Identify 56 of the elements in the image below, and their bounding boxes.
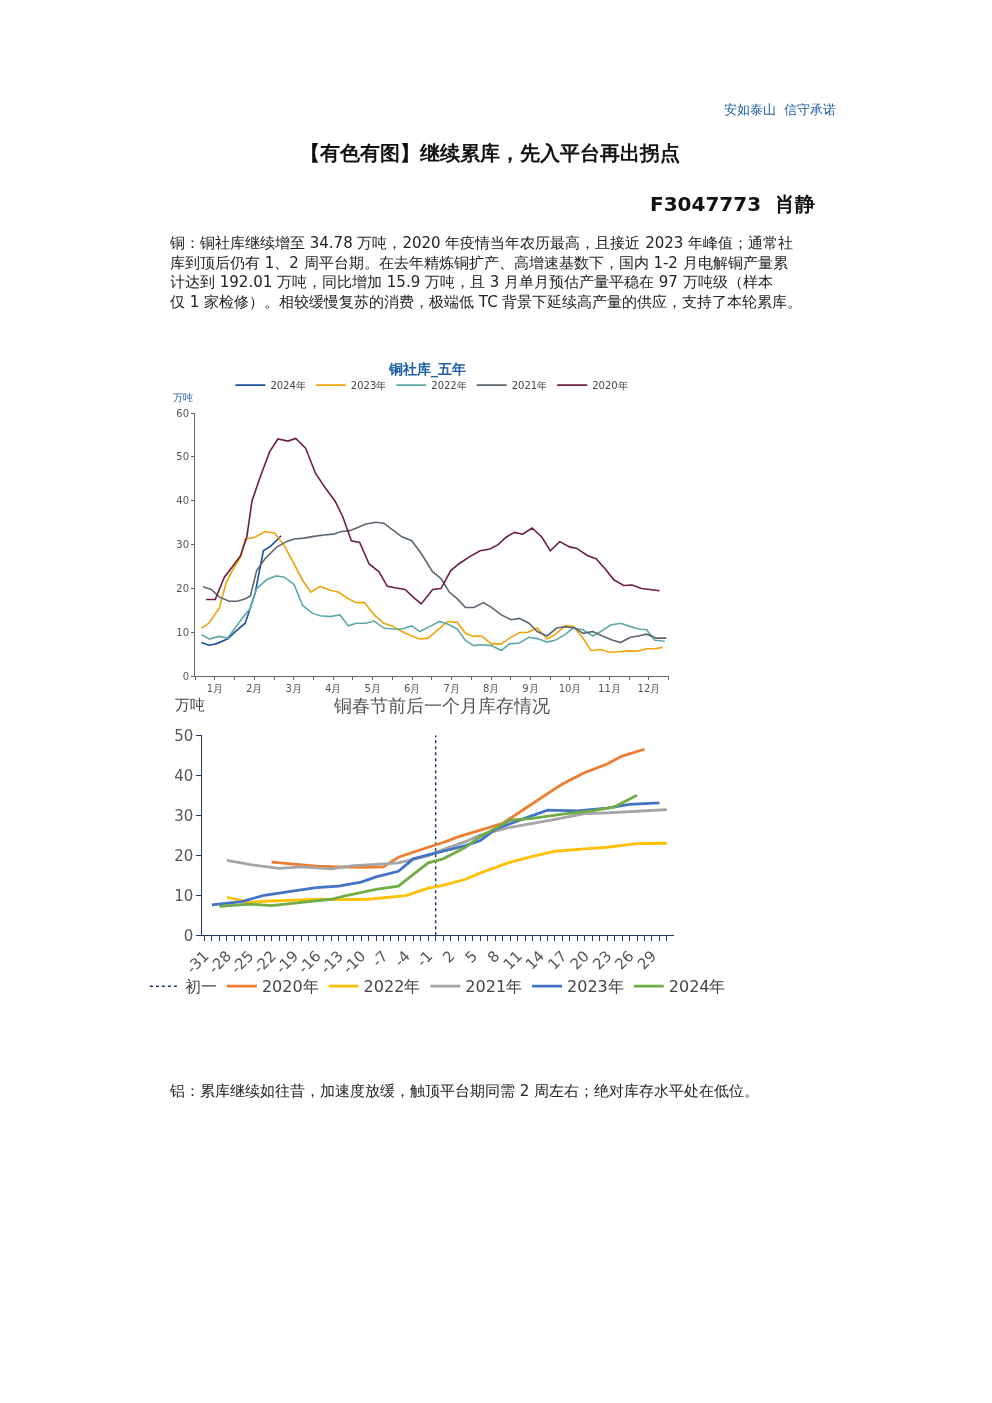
line-series (200, 575, 666, 652)
legend-label: 2022年 (431, 380, 467, 392)
line-series (225, 841, 669, 904)
y-tick-label: 50 (174, 726, 194, 745)
line-series (205, 437, 661, 605)
x-tick-label: 11月 (598, 683, 621, 695)
x-tick-label: 3月 (285, 683, 302, 695)
y-tick-label: 30 (174, 806, 194, 825)
text: 铝：累库继续如往昔，加速度放缓，触顶平台期同需 2 周左右；绝对库存水平处在低位。 (169, 1082, 760, 1100)
x-tick-label: -4 (390, 947, 414, 971)
legend-label: 2024年 (270, 380, 306, 392)
y-tick-label: 60 (176, 407, 190, 419)
legend-label: 2022年 (363, 977, 421, 997)
x-tick-label: 5月 (364, 683, 381, 695)
x-tick-label: 8月 (482, 683, 500, 695)
legend-label: 2023年 (350, 380, 387, 392)
x-tick-label: 7月 (443, 683, 460, 695)
x-tick-label: 10月 (558, 683, 582, 695)
line-series (270, 747, 646, 869)
y-tick-label: 40 (176, 495, 190, 507)
y-tick-label: 40 (174, 766, 194, 785)
legend-label: 2024年 (668, 977, 726, 997)
chart-title: 铜社库_五年 (388, 361, 466, 378)
text: F3047773 肖静 (650, 192, 815, 216)
legend-label: 2021年 (511, 380, 548, 392)
legend-label: 2020年 (592, 380, 628, 392)
x-tick-label: -31 (182, 947, 213, 978)
y-tick-label: 0 (182, 670, 190, 682)
y-tick-label: 30 (176, 539, 190, 551)
legend-label: 初一 (184, 977, 217, 997)
legend-label: 2021年 (465, 977, 523, 997)
y-tick-label: 10 (174, 886, 194, 905)
x-tick-label: -7 (368, 947, 392, 971)
x-tick-label: 2 (439, 947, 459, 967)
x-tick-label: 9月 (522, 683, 539, 695)
legend-label: 2023年 (567, 977, 624, 997)
chart-title: 铜春节前后一个月库存情况 (333, 695, 550, 716)
text: 安如泰山 信守承诺 (724, 102, 837, 117)
y-tick-label: 50 (176, 451, 190, 463)
y-tick-label: 0 (183, 926, 194, 945)
x-tick-label: 12月 (637, 683, 661, 695)
y-tick-label: 10 (176, 626, 190, 638)
x-tick-label: 4月 (325, 683, 342, 695)
x-tick-label: 5 (461, 947, 482, 967)
y-axis-title: 万吨 (175, 696, 205, 714)
x-tick-label: 1月 (206, 683, 224, 695)
text: 铜：铜社库继续增至 34.78 万吨，2020 年疫情当年农历最高，且接近 2023 年峰值；通常社库到顶后仍有 1、2 周平台期。在去年精炼铜扩产、高增速基数下，国内 1-2 月电解铜产量累计达到 192.01 万吨，同比增加 15.9 万吨，且 3 月单月预估产量平稳在 97 万吨级（样本仅 1 家检修）。相较缓慢复苏的消费，极端低 TC 背景下延续高产量的供应，支持了本轮累库。 (169, 234, 803, 311)
legend-label: 2020年 (261, 977, 319, 997)
x-tick-label: 2月 (246, 683, 263, 695)
text: 【有色有图】继续累库，先入平台再出拐点 (300, 141, 680, 165)
x-tick-label: 6月 (403, 683, 421, 695)
y-tick-label: 20 (174, 846, 194, 865)
x-tick-label: -1 (413, 947, 437, 971)
y-axis-title: 万吨 (173, 392, 193, 403)
line-series (200, 535, 282, 646)
y-tick-label: 20 (176, 583, 190, 595)
